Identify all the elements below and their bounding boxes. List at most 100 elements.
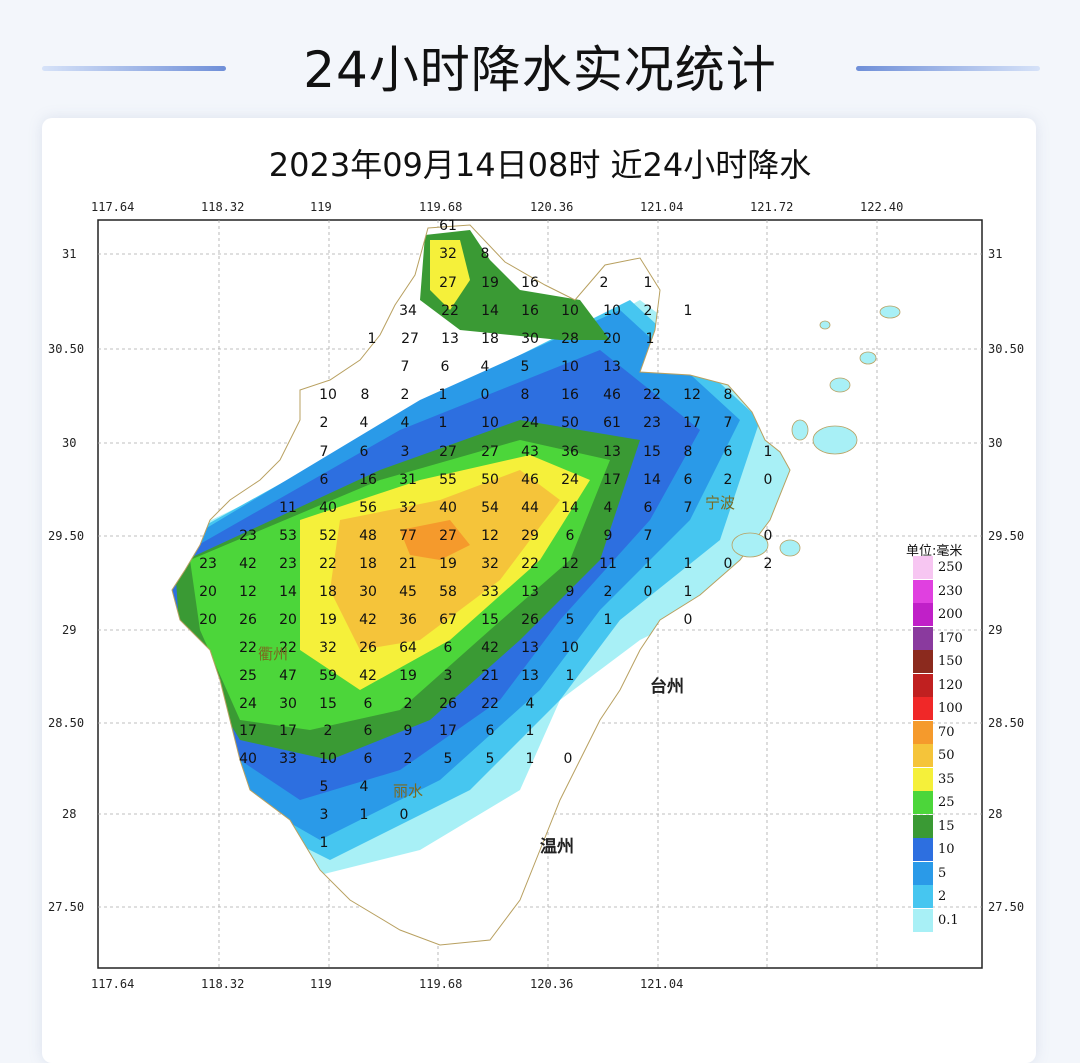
station-value: 50 — [481, 472, 499, 488]
lon-tick-top: 121.72 — [750, 200, 794, 214]
lat-tick-right: 29.50 — [988, 529, 1025, 543]
station-value: 11 — [279, 500, 297, 516]
station-value: 0 — [683, 612, 693, 628]
station-value: 17 — [279, 723, 297, 739]
station-value: 58 — [439, 584, 457, 600]
station-value: 6 — [319, 472, 329, 488]
station-value: 4 — [480, 359, 490, 375]
station-value: 7 — [400, 359, 410, 375]
station-value: 67 — [439, 612, 457, 628]
station-value: 19 — [439, 556, 457, 572]
station-value: 24 — [521, 415, 539, 431]
station-value: 5 — [565, 612, 575, 628]
station-value: 1 — [643, 275, 653, 291]
header-left-line — [42, 66, 226, 71]
station-value: 7 — [643, 528, 653, 544]
station-value: 6 — [363, 696, 373, 712]
station-value: 33 — [481, 584, 499, 600]
station-value: 10 — [603, 303, 621, 319]
lat-tick-right: 27.50 — [988, 900, 1025, 914]
station-value: 2 — [763, 556, 773, 572]
station-value: 13 — [521, 584, 539, 600]
station-value: 32 — [319, 640, 337, 656]
city-label-quzhou: 衢州 — [258, 645, 289, 663]
station-value: 61 — [439, 218, 457, 234]
station-value: 19 — [399, 668, 417, 684]
station-value: 45 — [399, 584, 417, 600]
legend-unit: 单位:毫米 — [906, 544, 963, 559]
lon-tick-top: 120.36 — [530, 200, 574, 214]
legend-swatch — [913, 838, 933, 861]
legend-swatch — [913, 814, 933, 838]
station-value: 54 — [481, 500, 499, 516]
station-value: 6 — [359, 444, 369, 460]
lat-tick-right: 30 — [988, 436, 1003, 450]
station-value: 2 — [643, 303, 653, 319]
station-value: 5 — [520, 359, 530, 375]
station-value: 33 — [279, 751, 297, 767]
legend-swatch — [913, 626, 933, 650]
station-value: 52 — [319, 528, 337, 544]
station-value: 1 — [525, 751, 535, 767]
station-value: 18 — [359, 556, 377, 572]
station-value: 4 — [603, 500, 613, 516]
station-value: 42 — [481, 640, 499, 656]
lat-tick-left: 29.50 — [48, 529, 85, 543]
station-value: 25 — [239, 668, 257, 684]
page-title: 24小时降水实况统计 — [303, 41, 777, 99]
legend-label: 150 — [938, 654, 963, 669]
header-right-line — [856, 66, 1040, 71]
station-value: 2 — [403, 696, 413, 712]
station-value: 40 — [319, 500, 337, 516]
station-value: 6 — [485, 723, 495, 739]
station-value: 30 — [521, 331, 539, 347]
station-value: 10 — [561, 359, 579, 375]
legend-label: 250 — [938, 560, 963, 575]
city-label-wenzhou: 温州 — [540, 837, 574, 857]
station-value: 18 — [319, 584, 337, 600]
map-title: 2023年09月14日08时 近24小时降水 — [268, 146, 812, 184]
legend-swatch — [913, 767, 933, 791]
station-value: 10 — [481, 415, 499, 431]
station-value: 47 — [279, 668, 297, 684]
legend-swatch — [913, 650, 933, 673]
station-value: 32 — [439, 246, 457, 262]
station-value: 14 — [279, 584, 297, 600]
station-value: 43 — [521, 444, 539, 460]
station-value: 1 — [319, 835, 329, 851]
legend-swatch — [913, 673, 933, 697]
station-value: 0 — [399, 807, 409, 823]
station-value: 6 — [363, 723, 373, 739]
station-value: 4 — [525, 696, 535, 712]
station-value: 22 — [319, 556, 337, 572]
station-value: 40 — [239, 751, 257, 767]
lon-tick-top: 118.32 — [201, 200, 245, 214]
station-value: 1 — [438, 387, 448, 403]
legend-label: 70 — [938, 724, 955, 740]
station-value: 6 — [723, 444, 733, 460]
legend-label: 35 — [938, 771, 955, 787]
station-value: 5 — [485, 751, 495, 767]
station-value: 6 — [643, 500, 653, 516]
station-value: 7 — [319, 444, 329, 460]
station-value: 23 — [643, 415, 661, 431]
province-outline — [171, 224, 791, 946]
legend-label: 170 — [938, 630, 963, 646]
station-value: 2 — [400, 387, 410, 403]
station-value: 13 — [603, 359, 621, 375]
station-value: 30 — [279, 696, 297, 712]
lon-tick-top: 121.04 — [640, 200, 684, 214]
station-value: 27 — [439, 275, 457, 291]
station-value: 26 — [439, 696, 457, 712]
station-value: 2 — [603, 584, 613, 600]
station-value: 20 — [199, 612, 217, 628]
station-value: 2 — [723, 472, 733, 488]
legend-swatch — [913, 908, 933, 932]
legend-label: 15 — [938, 818, 955, 834]
station-value: 27 — [481, 444, 499, 460]
station-value: 1 — [603, 612, 613, 628]
station-value: 23 — [199, 556, 217, 572]
station-value: 10 — [561, 640, 579, 656]
station-value: 6 — [440, 359, 450, 375]
legend-label: 2 — [938, 889, 947, 904]
